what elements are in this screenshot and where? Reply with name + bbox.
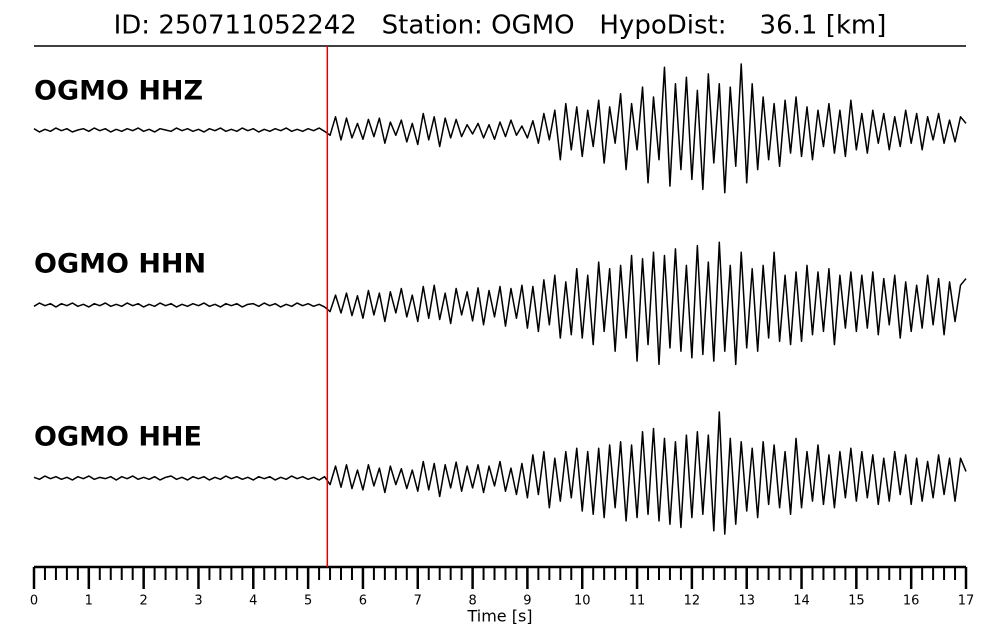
waveform [33,63,967,194]
x-tick-label: 3 [194,594,202,609]
x-tick-label: 2 [140,594,148,609]
x-axis-label: Time [s] [466,607,532,626]
x-tick-label: 16 [903,594,920,609]
x-tick-label: 14 [793,594,810,609]
x-tick-label: 10 [574,594,591,609]
x-tick-label: 4 [249,594,257,609]
trace-label: OGMO HHZ [34,76,203,107]
x-tick-label: 8 [468,594,476,609]
x-tick-label: 9 [523,594,531,609]
x-tick-label: 6 [359,594,367,609]
chart-title: ID: 250711052242 Station: OGMO HypoDist:… [114,11,887,41]
x-tick-label: 12 [684,594,701,609]
waveform [33,411,967,535]
x-tick-label: 17 [958,594,975,609]
x-tick-label: 5 [304,594,312,609]
trace-label: OGMO HHN [34,249,206,280]
x-tick-label: 7 [414,594,422,609]
waveform [33,241,967,366]
x-tick-label: 1 [85,594,93,609]
x-tick-label: 13 [738,594,755,609]
x-tick-label: 0 [30,594,38,609]
trace-label: OGMO HHE [34,422,202,453]
x-tick-label: 11 [629,594,646,609]
x-tick-label: 15 [848,594,865,609]
